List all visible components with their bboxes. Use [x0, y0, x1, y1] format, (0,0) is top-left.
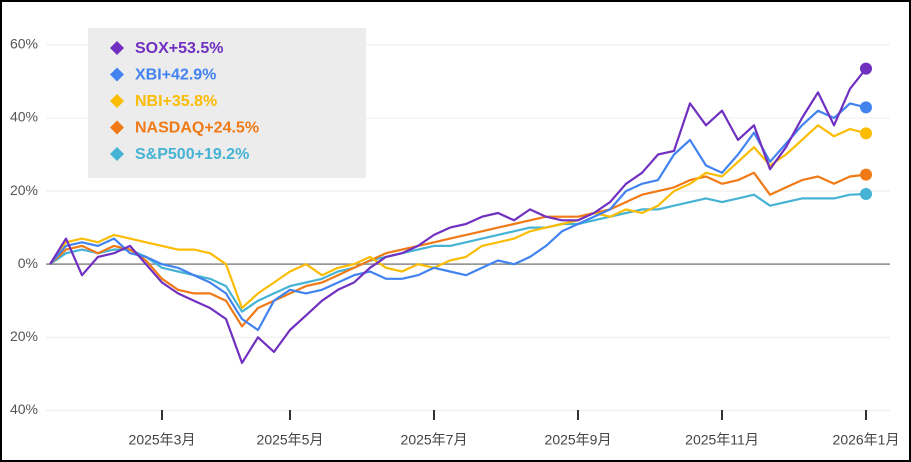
x-tick-label: 2025年5月 [257, 432, 324, 448]
end-dot [860, 101, 872, 114]
legend-marker [110, 41, 124, 55]
y-tick-label: 20% [10, 328, 38, 344]
legend-label: SOX+53.5% [135, 40, 224, 57]
end-dot [860, 127, 872, 140]
series-line [49, 68, 867, 364]
legend-label: S&P500+19.2% [135, 146, 249, 163]
end-dot [860, 168, 872, 181]
y-tick-label: 40% [10, 109, 38, 125]
y-tick-label: 0% [18, 255, 38, 271]
x-tick-label: 2025年9月 [545, 432, 612, 448]
x-tick-label: 2025年11月 [685, 432, 759, 448]
legend-label: NASDAQ+24.5% [135, 120, 259, 137]
legend-marker [110, 94, 124, 108]
legend-box [88, 28, 366, 178]
y-tick-label: 20% [10, 182, 38, 198]
end-dot [860, 188, 872, 201]
series-line [49, 102, 867, 332]
series-line [49, 171, 867, 328]
legend-label: NBI+35.8% [135, 93, 217, 110]
legend-marker [110, 120, 124, 135]
series-line [49, 124, 867, 310]
x-tick-label: 2025年7月 [401, 432, 468, 448]
legend-marker [110, 67, 124, 82]
y-tick-label: 40% [10, 401, 38, 417]
legend-label: XBI+42.9% [135, 67, 216, 84]
x-tick-label: 2026年1月 [833, 432, 900, 448]
end-dot [860, 62, 872, 75]
x-tick-label: 2025年3月 [129, 432, 196, 448]
y-tick-label: 60% [10, 36, 38, 52]
series-line [49, 192, 867, 313]
legend-marker [110, 147, 124, 161]
